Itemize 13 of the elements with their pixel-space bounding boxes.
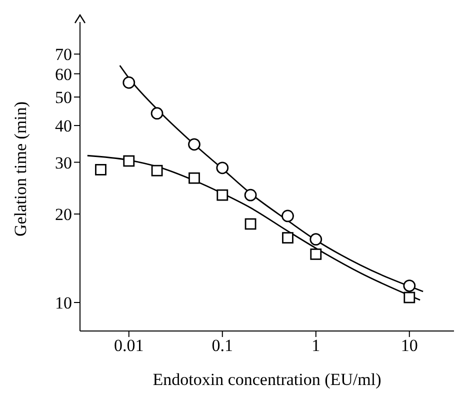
x-axis-title: Endotoxin concentration (EU/ml) [152, 370, 382, 389]
y-tick-label: 70 [55, 45, 72, 64]
x-tick-label: 0.01 [114, 336, 144, 356]
y-tick-label: 30 [55, 153, 72, 172]
x-tick-label: 0.1 [212, 336, 234, 356]
y-tick-label: 40 [55, 116, 72, 136]
y-axis-title: Gelation time (min) [11, 101, 30, 236]
x-tick-label: 1 [312, 336, 320, 356]
y-tick-label: 20 [55, 205, 72, 224]
x-tick-label: 10 [400, 336, 418, 356]
y-tick-label: 60 [55, 64, 72, 84]
y-tick-label: 10 [55, 294, 72, 313]
y-tick-label: 50 [55, 88, 72, 108]
